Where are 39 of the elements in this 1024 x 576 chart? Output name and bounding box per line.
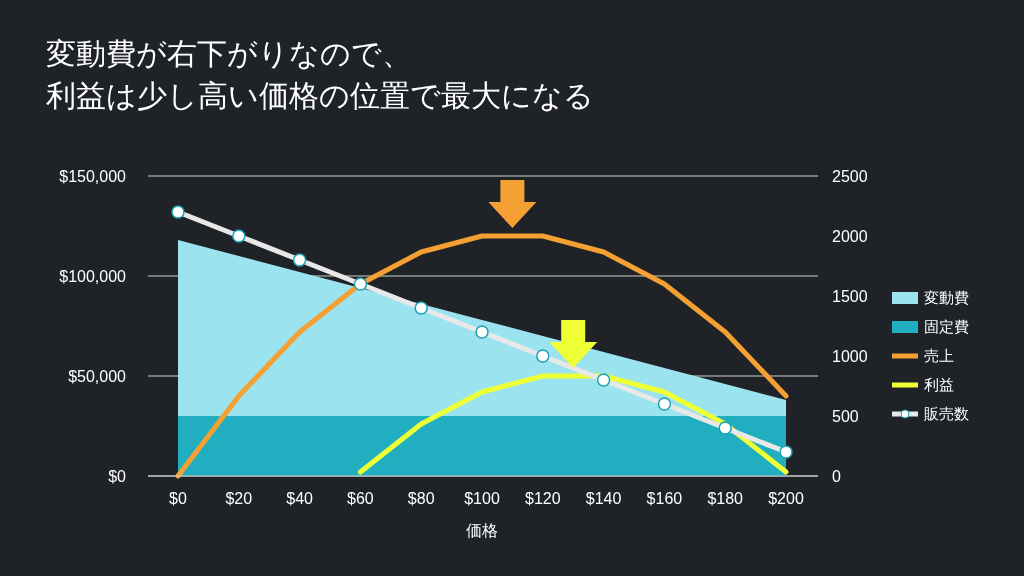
y2-tick-label: 2000 <box>832 227 868 245</box>
point <box>596 373 611 387</box>
y2-tick-label: 1500 <box>832 287 868 305</box>
chart-subtitle: 利益は少し高い価格の位置で最大になる <box>46 79 594 112</box>
x-tick-label: $100 <box>464 490 500 507</box>
x-tick-label: $0 <box>169 490 187 507</box>
y-tick-label: $50,000 <box>68 367 127 385</box>
x-tick-label: $20 <box>225 490 253 507</box>
point <box>657 397 672 411</box>
x-tick-label: $140 <box>585 490 622 507</box>
chart-title: 変動費が右下がりなので、 <box>46 37 412 70</box>
y2-tick-label: 2500 <box>832 167 868 185</box>
point <box>414 301 428 315</box>
point <box>779 445 793 459</box>
y-tick-label: $0 <box>108 467 127 485</box>
x-axis-title: 価格 <box>466 522 498 539</box>
x-tick-label: $40 <box>286 490 314 507</box>
point <box>232 229 246 243</box>
y2-tick-label: 0 <box>832 467 841 485</box>
point <box>292 253 307 267</box>
y-tick-label: $100,000 <box>59 267 127 285</box>
legend-label: 変動費 <box>924 289 969 307</box>
y2-tick-label: 500 <box>832 407 859 425</box>
point <box>536 349 550 363</box>
y2-tick-label: 1000 <box>832 347 868 365</box>
point <box>718 421 732 435</box>
legend-label: 利益 <box>924 376 954 394</box>
x-tick-label: $80 <box>407 490 435 507</box>
x-tick-label: $180 <box>707 490 744 507</box>
y-tick-label: $150,000 <box>59 167 127 185</box>
point <box>475 325 489 339</box>
x-tick-label: $60 <box>347 490 374 507</box>
x-tick-label: $200 <box>768 490 804 507</box>
legend-label: 売上 <box>924 347 954 365</box>
point <box>171 205 185 219</box>
x-tick-label: $160 <box>646 490 683 507</box>
legend-label: 固定費 <box>924 318 969 336</box>
x-tick-label: $120 <box>525 490 561 507</box>
legend-label: 販売数 <box>924 405 969 423</box>
